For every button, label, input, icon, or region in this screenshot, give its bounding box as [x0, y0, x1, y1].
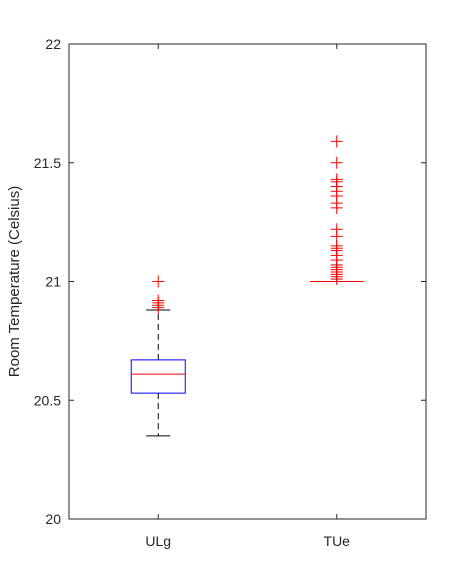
outlier-point: [330, 135, 343, 148]
plot-frame: [68, 43, 427, 520]
y-tick-label: 20.5: [34, 392, 61, 408]
x-tick-label: ULg: [145, 533, 171, 549]
y-tick-label: 21: [45, 274, 61, 290]
y-tick-label: 20: [45, 511, 61, 527]
outlier-point: [330, 173, 343, 186]
y-tick-label: 22: [45, 36, 61, 52]
x-tick-label: TUe: [324, 533, 351, 549]
outlier-point: [330, 223, 343, 236]
box-group-tue: [309, 135, 364, 286]
y-tick-label: 21.5: [34, 155, 61, 171]
iqr-box: [130, 359, 186, 394]
y-axis-label: Room Temperature (Celsius): [6, 186, 23, 377]
outlier-point: [152, 294, 165, 307]
outlier-point: [152, 275, 165, 288]
box-group-ulg: [130, 275, 186, 437]
outlier-point: [330, 156, 343, 169]
